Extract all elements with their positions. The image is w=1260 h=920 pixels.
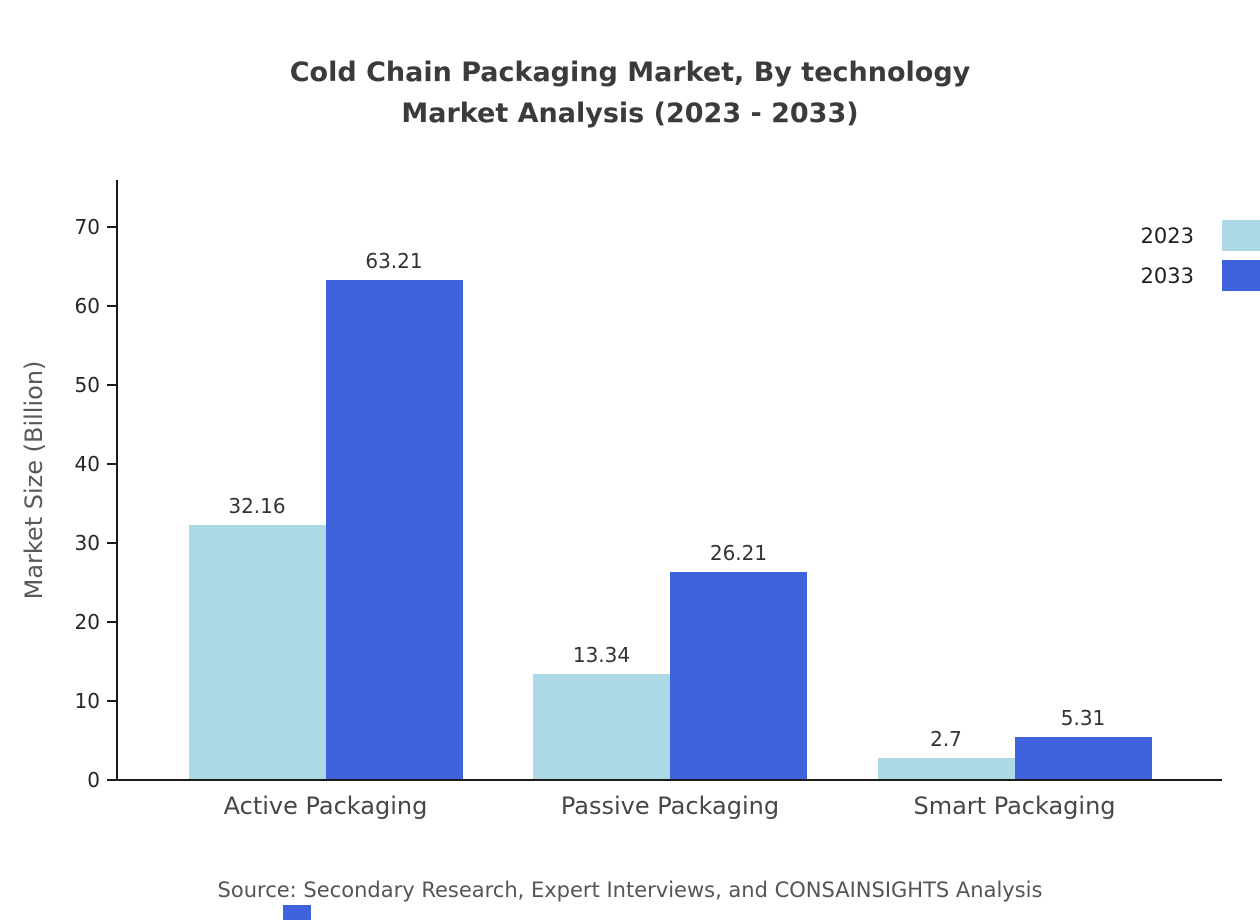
- plot-area: 32.16 63.21 13.34 26.21 2.7 5.31: [118, 226, 1222, 779]
- y-tick-mark-40: [107, 463, 116, 465]
- y-axis-line: [116, 180, 118, 781]
- x-axis-category-labels: Active Packaging Passive Packaging Smart P…: [118, 792, 1222, 820]
- chart-title-line2: Market Analysis (2023 - 2033): [401, 98, 859, 129]
- x-axis-line: [116, 779, 1222, 781]
- logo-mark: [283, 905, 311, 920]
- bar-2023-smart-packaging: [877, 757, 1015, 779]
- y-tick-mark-70: [107, 226, 116, 228]
- bar-wrap-2023-passive-packaging: 13.34: [533, 643, 670, 779]
- y-tick-mark-20: [107, 621, 116, 623]
- value-label-2023-passive-packaging: 13.34: [572, 642, 631, 667]
- chart-title: Cold Chain Packaging Market, By technolo…: [0, 52, 1260, 134]
- chart-title-line1: Cold Chain Packaging Market, By technolo…: [289, 57, 971, 88]
- legend-item-2023: 2023: [1141, 220, 1260, 251]
- legend: 2023 2033: [1141, 220, 1260, 291]
- category-label-active-packaging: Active Packaging: [223, 792, 428, 820]
- legend-swatch-2023: [1222, 220, 1260, 251]
- value-label-2033-passive-packaging: 26.21: [709, 540, 768, 565]
- legend-label-2033: 2033: [1140, 263, 1194, 288]
- bar-wrap-2023-active-packaging: 32.16: [188, 493, 326, 779]
- y-tick-mark-50: [107, 384, 116, 386]
- legend-item-2033: 2033: [1141, 260, 1260, 291]
- bar-group-active-packaging: 32.16 63.21: [188, 248, 463, 779]
- value-label-2023-active-packaging: 32.16: [228, 493, 286, 518]
- bar-2033-active-packaging: [325, 279, 463, 779]
- bar-2033-passive-packaging: [670, 571, 807, 779]
- source-note: Source: Secondary Research, Expert Inter…: [217, 878, 1043, 902]
- bar-2023-active-packaging: [188, 524, 326, 779]
- y-tick-mark-10: [107, 700, 116, 702]
- y-tick-label-50: 50: [74, 373, 100, 397]
- y-tick-label-40: 40: [74, 452, 100, 476]
- bar-wrap-2033-passive-packaging: 26.21: [670, 541, 807, 779]
- y-tick-label-20: 20: [74, 610, 100, 634]
- bar-wrap-2033-active-packaging: 63.21: [325, 248, 463, 779]
- value-label-2033-active-packaging: 63.21: [365, 248, 423, 273]
- category-label-passive-packaging: Passive Packaging: [560, 792, 780, 820]
- y-tick-label-30: 30: [74, 531, 100, 555]
- value-label-2023-smart-packaging: 2.7: [930, 726, 962, 751]
- y-axis-label: Market Size (Billion): [20, 360, 48, 600]
- category-label-smart-packaging: Smart Packaging: [913, 792, 1116, 820]
- value-label-2033-smart-packaging: 5.31: [1060, 706, 1106, 731]
- bar-2023-passive-packaging: [533, 673, 670, 779]
- y-tick-label-70: 70: [74, 215, 100, 239]
- y-tick-label-0: 0: [87, 768, 100, 792]
- bar-group-smart-packaging: 2.7 5.31: [877, 706, 1152, 779]
- y-tick-mark-60: [107, 305, 116, 307]
- y-tick-label-60: 60: [74, 294, 100, 318]
- bar-group-passive-packaging: 13.34 26.21: [533, 541, 807, 779]
- legend-label-2023: 2023: [1140, 223, 1194, 248]
- bar-2033-smart-packaging: [1014, 737, 1152, 779]
- bar-wrap-2033-smart-packaging: 5.31: [1014, 706, 1152, 779]
- bar-wrap-2023-smart-packaging: 2.7: [877, 726, 1015, 779]
- y-tick-label-10: 10: [74, 689, 100, 713]
- legend-swatch-2033: [1222, 260, 1260, 291]
- y-tick-mark-30: [107, 542, 116, 544]
- y-tick-mark-0: [107, 779, 116, 781]
